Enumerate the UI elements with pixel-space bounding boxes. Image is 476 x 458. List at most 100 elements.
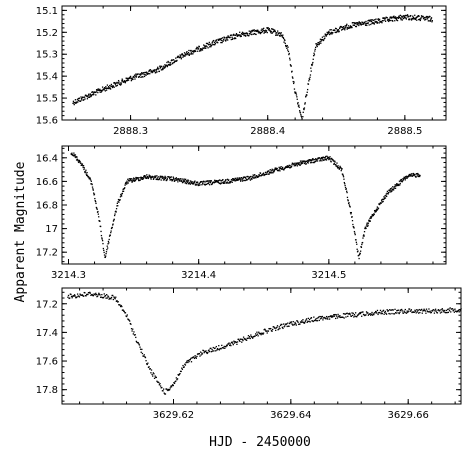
data-point [358,22,361,24]
data-point [309,321,311,323]
data-point [153,176,156,178]
data-point [344,27,347,29]
data-point [232,37,234,40]
data-point [123,187,125,190]
data-point [308,318,311,321]
data-point [139,177,142,179]
data-point [111,86,114,89]
data-point [281,35,283,37]
data-point [365,227,367,229]
data-point [96,89,99,91]
data-point [72,100,75,102]
data-point [266,332,268,334]
y-tick-label: 15.4 [36,72,58,83]
data-point [271,168,273,170]
data-point [158,384,161,386]
data-point [253,32,256,35]
data-point [226,181,228,183]
data-point [457,309,460,312]
data-point [161,67,164,69]
data-point [232,344,234,346]
data-point [284,167,286,169]
data-point [302,321,305,323]
data-point [117,201,119,203]
data-point [336,317,339,319]
data-point [384,197,387,199]
data-point [83,295,85,297]
data-point [135,76,137,78]
data-point [376,22,378,24]
data-point [391,16,393,18]
data-point [402,312,405,314]
data-point [371,311,373,314]
data-point [278,328,280,330]
data-point [155,71,157,74]
data-point [352,223,354,226]
data-point [87,96,89,98]
data-point [310,70,312,72]
data-point [268,29,270,31]
data-point [162,67,164,69]
data-point [430,19,432,21]
data-point [284,39,286,42]
data-point [107,87,109,89]
data-point [151,373,153,376]
data-point [192,51,194,53]
data-point [304,96,307,98]
data-point [100,225,102,228]
data-point [128,179,130,182]
data-point [382,200,384,203]
data-point [241,178,243,180]
data-point [148,69,151,72]
data-point [252,337,254,339]
data-point [233,340,235,342]
data-point [87,95,89,97]
data-point [407,310,409,312]
data-point [318,157,321,159]
data-point [217,38,219,41]
data-point [384,19,386,21]
data-point [83,168,85,171]
x-tick-label: 2888.4 [250,126,285,137]
data-point [106,297,108,299]
data-point [195,183,197,185]
data-point [327,32,330,34]
y-tick-label: 17.6 [36,357,58,368]
data-point [215,350,217,352]
data-point [210,180,212,182]
data-point [186,51,188,53]
data-point [142,177,144,179]
data-point [334,161,336,163]
data-point [393,313,396,315]
data-point [295,324,297,326]
data-point [405,17,407,19]
data-point [377,208,379,211]
data-point [397,312,399,314]
data-point [409,15,411,18]
data-point [301,321,303,323]
data-point [148,175,151,178]
data-point [329,29,331,31]
data-point [395,18,398,20]
data-point [178,179,181,181]
data-point [132,333,134,335]
data-point [390,309,393,311]
data-point [288,322,291,325]
data-point [421,312,423,314]
data-point [101,239,104,242]
data-point [137,73,139,75]
data-point [292,80,294,83]
data-point [143,72,145,74]
data-point [117,198,120,201]
data-point [372,214,374,216]
data-point [84,292,86,294]
data-point [291,76,294,78]
data-point [416,175,418,177]
data-point [73,102,75,104]
data-point [356,315,358,318]
data-point [167,60,169,63]
data-point [106,84,109,86]
data-point [437,309,440,311]
data-point [230,344,232,347]
data-point [123,81,125,83]
